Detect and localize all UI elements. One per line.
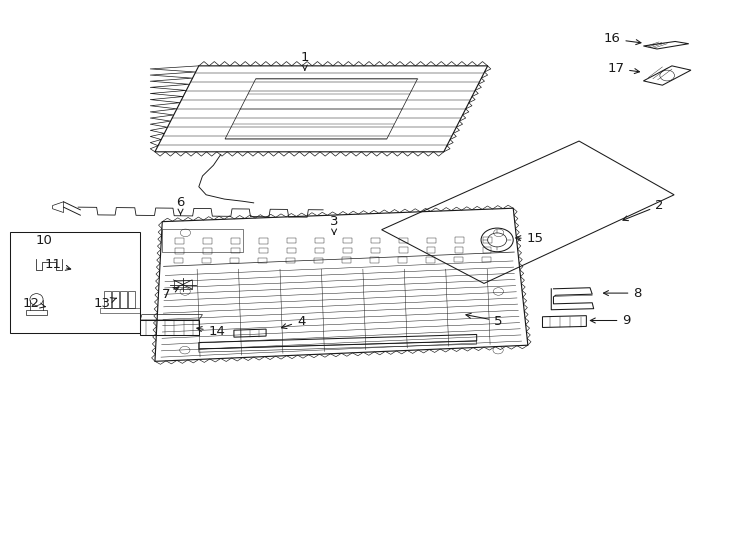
Text: 4: 4 xyxy=(282,314,305,328)
Bar xyxy=(230,258,239,263)
Bar xyxy=(287,248,296,253)
Bar xyxy=(483,238,492,243)
Bar xyxy=(203,238,212,244)
Bar xyxy=(399,247,407,253)
Text: 7: 7 xyxy=(161,287,178,301)
Bar xyxy=(315,248,324,253)
Bar xyxy=(175,248,184,254)
Text: 6: 6 xyxy=(176,197,185,215)
Bar xyxy=(344,238,352,243)
Text: 9: 9 xyxy=(590,314,631,327)
Bar xyxy=(426,247,435,253)
Bar xyxy=(288,238,296,244)
Text: 17: 17 xyxy=(607,62,639,75)
Text: 15: 15 xyxy=(516,232,544,245)
Bar xyxy=(427,238,436,243)
Bar xyxy=(343,248,352,253)
Bar xyxy=(258,258,267,263)
Bar xyxy=(426,257,435,262)
Text: 5: 5 xyxy=(466,313,503,328)
Bar xyxy=(399,257,407,262)
Text: 3: 3 xyxy=(330,215,338,234)
Bar xyxy=(371,247,379,253)
Bar xyxy=(231,238,240,244)
Bar xyxy=(455,238,464,243)
Bar xyxy=(314,258,323,263)
Bar xyxy=(120,292,127,308)
Text: 14: 14 xyxy=(197,325,225,338)
Text: 10: 10 xyxy=(35,234,52,247)
Bar xyxy=(370,258,379,262)
Bar xyxy=(175,239,184,244)
Bar xyxy=(342,258,351,263)
Bar xyxy=(371,238,380,243)
Bar xyxy=(175,258,184,264)
Text: 2: 2 xyxy=(623,199,664,221)
Bar xyxy=(454,257,463,262)
Text: 1: 1 xyxy=(301,51,309,70)
Bar xyxy=(316,238,324,244)
Bar xyxy=(10,232,140,333)
Bar xyxy=(112,292,119,308)
Bar xyxy=(259,248,268,253)
Bar xyxy=(286,258,295,263)
Bar xyxy=(203,248,211,253)
Bar xyxy=(483,247,492,253)
Bar xyxy=(399,238,408,243)
Text: 12: 12 xyxy=(22,297,46,310)
Bar xyxy=(231,248,240,253)
Text: 8: 8 xyxy=(603,287,642,300)
Text: 16: 16 xyxy=(603,32,641,45)
Bar xyxy=(128,292,135,308)
Bar xyxy=(454,247,463,253)
Text: 13: 13 xyxy=(94,297,116,310)
Text: 11: 11 xyxy=(44,258,70,271)
Bar xyxy=(259,238,268,244)
Bar xyxy=(174,280,192,289)
Bar xyxy=(203,258,211,264)
Bar xyxy=(103,292,111,308)
Bar xyxy=(482,257,491,262)
